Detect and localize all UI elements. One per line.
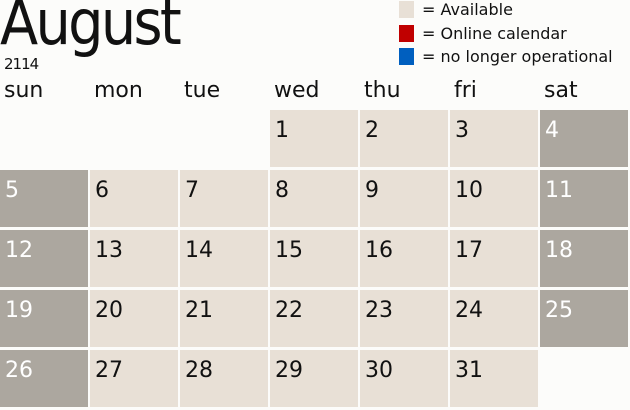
day-cell[interactable]: 2: [360, 110, 448, 167]
day-cell[interactable]: 15: [270, 230, 358, 287]
day-cell[interactable]: 7: [180, 170, 268, 227]
day-cell[interactable]: 16: [360, 230, 448, 287]
legend-label: = no longer operational: [422, 47, 613, 66]
day-cell[interactable]: 29: [270, 350, 358, 407]
day-cell[interactable]: 27: [90, 350, 178, 407]
online-swatch: [399, 25, 414, 42]
day-cell[interactable]: 10: [450, 170, 538, 227]
day-cell[interactable]: 20: [90, 290, 178, 347]
day-cell[interactable]: 13: [90, 230, 178, 287]
weekday-header-mon: mon: [94, 78, 143, 103]
legend-label: = Online calendar: [422, 24, 567, 43]
day-cell[interactable]: 19: [0, 290, 88, 347]
day-cell[interactable]: 25: [540, 290, 628, 347]
defunct-swatch: [399, 48, 414, 65]
weekday-header-tue: tue: [184, 78, 221, 103]
day-cell[interactable]: 30: [360, 350, 448, 407]
day-cell[interactable]: 28: [180, 350, 268, 407]
day-cell[interactable]: 31: [450, 350, 538, 407]
legend-available: = Available: [399, 0, 513, 19]
day-cell[interactable]: 17: [450, 230, 538, 287]
day-cell[interactable]: 21: [180, 290, 268, 347]
day-cell[interactable]: 23: [360, 290, 448, 347]
weekday-header-thu: thu: [364, 78, 401, 103]
day-cell[interactable]: 14: [180, 230, 268, 287]
day-cell[interactable]: 4: [540, 110, 628, 167]
day-cell[interactable]: 1: [270, 110, 358, 167]
weekday-header-wed: wed: [274, 78, 320, 103]
day-cell[interactable]: 9: [360, 170, 448, 227]
weekday-header-fri: fri: [454, 78, 477, 103]
day-cell[interactable]: 18: [540, 230, 628, 287]
legend-label: = Available: [422, 0, 513, 19]
weekday-header-sat: sat: [544, 78, 578, 103]
day-cell[interactable]: 6: [90, 170, 178, 227]
day-cell[interactable]: 12: [0, 230, 88, 287]
day-cell[interactable]: 8: [270, 170, 358, 227]
weekday-header-sun: sun: [4, 78, 44, 103]
day-cell[interactable]: 24: [450, 290, 538, 347]
day-cell[interactable]: 5: [0, 170, 88, 227]
legend-defunct: = no longer operational: [399, 47, 613, 66]
legend-online: = Online calendar: [399, 24, 567, 43]
day-cell[interactable]: 26: [0, 350, 88, 407]
day-cell[interactable]: 11: [540, 170, 628, 227]
month-title: August: [0, 0, 182, 59]
available-swatch: [399, 1, 414, 18]
year-label: 2114: [4, 55, 39, 73]
day-cell[interactable]: 22: [270, 290, 358, 347]
day-cell[interactable]: 3: [450, 110, 538, 167]
